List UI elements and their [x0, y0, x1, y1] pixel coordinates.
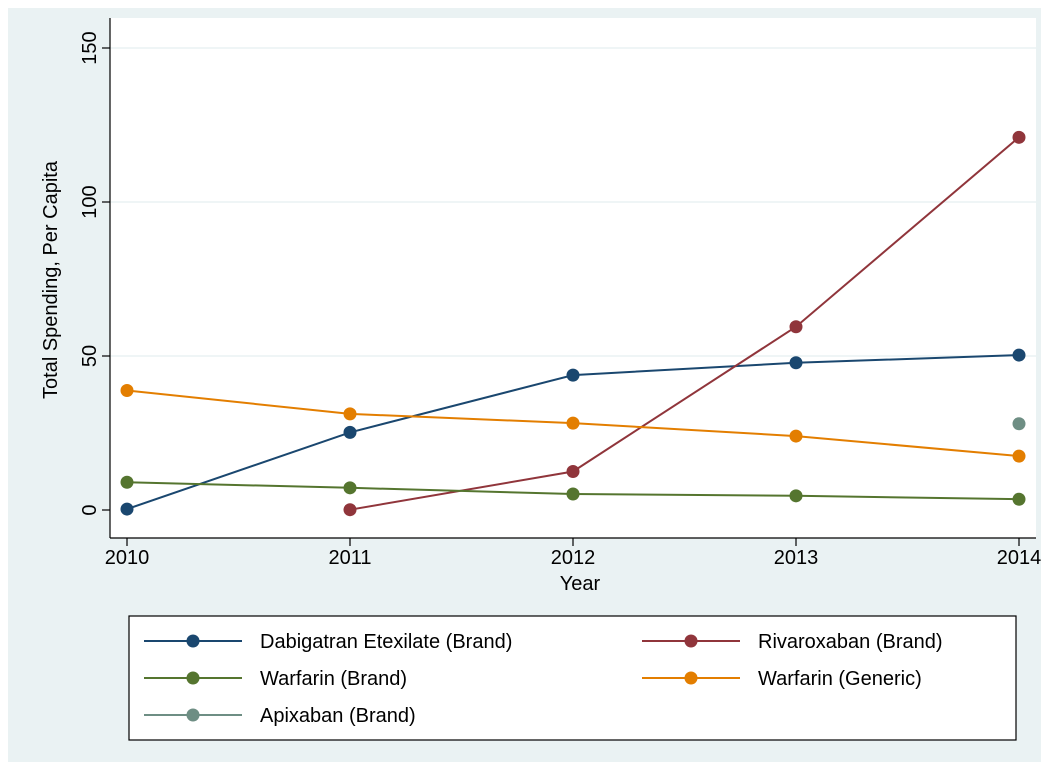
legend-marker: [684, 671, 698, 685]
legend-box: [128, 615, 1017, 741]
data-point: [789, 320, 803, 334]
legend-item: Rivaroxaban (Brand): [642, 631, 943, 653]
x-tick-label: 2010: [105, 547, 150, 569]
data-point: [566, 487, 580, 501]
x-tick-label: 2014: [997, 547, 1042, 569]
series-2: [120, 475, 1026, 506]
legend-label: Apixaban (Brand): [260, 705, 416, 727]
x-tick-label: 2012: [551, 547, 596, 569]
legend-marker: [186, 708, 200, 722]
axes: 0 50 100 150 2010 2011 2012 2013 2014: [79, 18, 1041, 569]
series-4: [1012, 417, 1026, 431]
data-point: [343, 425, 357, 439]
series-0: [120, 348, 1026, 516]
data-point: [566, 368, 580, 382]
data-point: [120, 383, 134, 397]
legend-item: Warfarin (Brand): [144, 668, 407, 690]
data-point: [789, 356, 803, 370]
data-point: [120, 475, 134, 489]
legend-label: Rivaroxaban (Brand): [758, 631, 943, 653]
plot-area: [110, 18, 1036, 538]
y-tick-label: 150: [79, 31, 101, 64]
legend-marker: [186, 634, 200, 648]
data-point: [343, 503, 357, 517]
x-tick-label: 2013: [774, 547, 819, 569]
legend-label: Dabigatran Etexilate (Brand): [260, 631, 512, 653]
y-tick-label: 0: [79, 504, 101, 515]
data-point: [1012, 130, 1026, 144]
data-point: [1012, 449, 1026, 463]
legend-item: Apixaban (Brand): [144, 705, 416, 727]
data-point: [343, 481, 357, 495]
data-point: [789, 429, 803, 443]
x-tick-label: 2011: [328, 547, 371, 569]
legend-item: Dabigatran Etexilate (Brand): [144, 631, 512, 653]
series-3: [120, 383, 1026, 463]
data-point: [566, 465, 580, 478]
data-point: [789, 489, 803, 503]
y-axis-title: Total Spending, Per Capita: [40, 160, 62, 399]
data-point: [566, 416, 580, 430]
x-axis-title: Year: [560, 573, 601, 595]
y-tick-label: 100: [79, 185, 101, 218]
legend-label: Warfarin (Generic): [758, 668, 922, 690]
legend-item: Warfarin (Generic): [642, 668, 922, 690]
legend-marker: [684, 634, 698, 648]
legend-label: Warfarin (Brand): [260, 668, 407, 690]
plot-background: [110, 18, 1036, 538]
y-tick-label: 50: [79, 345, 101, 367]
data-point: [1012, 348, 1026, 362]
legend: Dabigatran Etexilate (Brand) Rivaroxaban …: [128, 615, 1017, 741]
legend-marker: [186, 671, 200, 685]
data-point: [343, 407, 357, 421]
axis-titles: Year Total Spending, Per Capita: [40, 160, 601, 595]
grid-lines: [110, 47, 1036, 357]
series-group: [120, 130, 1026, 517]
data-point: [1012, 492, 1026, 506]
data-point: [1012, 417, 1026, 431]
data-point: [120, 502, 134, 516]
